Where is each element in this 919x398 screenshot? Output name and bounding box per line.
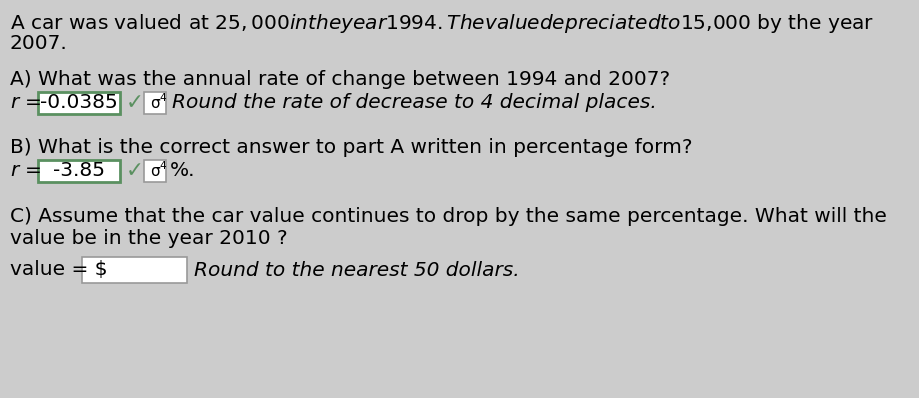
Text: value be in the year 2010 ?: value be in the year 2010 ? — [10, 229, 288, 248]
FancyBboxPatch shape — [38, 92, 119, 114]
Text: 2007.: 2007. — [10, 34, 68, 53]
FancyBboxPatch shape — [38, 160, 119, 182]
Text: Round the rate of decrease to 4 decimal places.: Round the rate of decrease to 4 decimal … — [172, 94, 656, 113]
Text: A) What was the annual rate of change between 1994 and 2007?: A) What was the annual rate of change be… — [10, 70, 669, 89]
Text: %.: %. — [170, 162, 196, 181]
Text: 4: 4 — [159, 161, 165, 171]
FancyBboxPatch shape — [82, 257, 187, 283]
Text: C) Assume that the car value continues to drop by the same percentage. What will: C) Assume that the car value continues t… — [10, 207, 886, 226]
Text: σ: σ — [150, 96, 160, 111]
FancyBboxPatch shape — [144, 160, 165, 182]
Text: 4: 4 — [159, 93, 165, 103]
FancyBboxPatch shape — [144, 92, 165, 114]
Text: σ: σ — [150, 164, 160, 179]
Text: B) What is the correct answer to part A written in percentage form?: B) What is the correct answer to part A … — [10, 138, 692, 157]
Text: value = $: value = $ — [10, 261, 108, 279]
Text: ✓: ✓ — [126, 161, 144, 181]
Text: $r$ =: $r$ = — [10, 162, 41, 181]
Text: A car was valued at $25,000 in the year 1994. The value depreciated to $15,000 b: A car was valued at $25,000 in the year … — [10, 12, 873, 35]
Text: Round to the nearest 50 dollars.: Round to the nearest 50 dollars. — [194, 261, 519, 279]
Text: -0.0385: -0.0385 — [40, 94, 118, 113]
Text: ✓: ✓ — [126, 93, 144, 113]
Text: -3.85: -3.85 — [53, 162, 105, 181]
Text: $r$ =: $r$ = — [10, 94, 41, 113]
